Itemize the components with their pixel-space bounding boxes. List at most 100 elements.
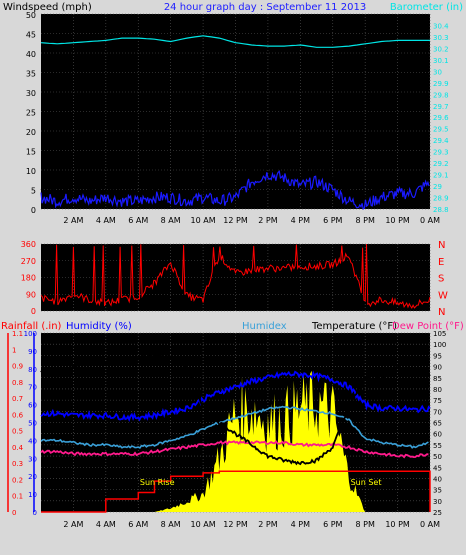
wind-y-tick-label: 0 bbox=[31, 206, 36, 215]
baro-y-tick-label: 28.9 bbox=[433, 195, 449, 203]
wind-x-tick-label: 2 PM bbox=[258, 216, 277, 225]
wind-direction-line bbox=[40, 244, 431, 310]
temp-x-tick-label: 2 AM bbox=[63, 520, 83, 529]
humidity-y-tick-label: 60 bbox=[28, 402, 37, 410]
wind-x-tick-label: 10 PM bbox=[385, 216, 410, 225]
temperature-line bbox=[40, 352, 431, 466]
temp-y-tick-label: 40 bbox=[433, 475, 442, 483]
humidity-y-tick-label: 10 bbox=[28, 491, 37, 499]
baro-y-tick-label: 29.6 bbox=[433, 114, 449, 122]
baro-y-tick-label: 29.8 bbox=[433, 91, 449, 99]
chart-title: 24 hour graph day : September 11 2013 bbox=[164, 2, 366, 13]
temp-y-tick-label: 85 bbox=[433, 375, 442, 383]
wind-y-tick-label: 20 bbox=[26, 128, 36, 137]
wind-y-tick-label: 25 bbox=[26, 109, 36, 118]
compass-label: W bbox=[438, 290, 448, 301]
baro-y-tick-label: 28.8 bbox=[433, 206, 449, 214]
compass-label: E bbox=[438, 257, 444, 268]
baro-y-tick-label: 30 bbox=[433, 68, 442, 76]
temp-y-tick-label: 30 bbox=[433, 498, 442, 506]
temp-x-tick-label: 10 PM bbox=[385, 520, 410, 529]
wind-x-tick-label: 12 PM bbox=[223, 216, 248, 225]
temp-y-tick-label: 25 bbox=[433, 509, 442, 517]
humidity-y-tick-label: 50 bbox=[28, 420, 37, 428]
wind-x-tick-label: 8 PM bbox=[355, 216, 374, 225]
baro-y-tick-label: 29.1 bbox=[433, 172, 449, 180]
direction-y-tick-label: 270 bbox=[21, 257, 36, 266]
dewpoint-line bbox=[40, 440, 429, 459]
legend-label: Humidex bbox=[242, 321, 287, 332]
wind-x-tick-label: 4 AM bbox=[96, 216, 116, 225]
baro-y-tick-label: 29.3 bbox=[433, 149, 449, 157]
temp-y-tick-label: 90 bbox=[433, 364, 442, 372]
rainfall-line bbox=[41, 470, 431, 513]
temp-y-tick-label: 100 bbox=[433, 341, 446, 349]
compass-label: S bbox=[438, 274, 444, 285]
baro-y-tick-label: 29.4 bbox=[433, 137, 449, 145]
temp-y-tick-label: 65 bbox=[433, 420, 442, 428]
temp-x-tick-label: 12 PM bbox=[223, 520, 248, 529]
humidity-y-tick-label: 100 bbox=[24, 330, 37, 338]
temp-y-tick-label: 70 bbox=[433, 408, 442, 416]
temp-y-tick-label: 45 bbox=[433, 464, 442, 472]
wind-y-tick-label: 15 bbox=[26, 148, 36, 157]
legend-label: Rainfall (.in) bbox=[1, 321, 62, 332]
legend-label: Humidity (%) bbox=[66, 321, 132, 332]
rain-y-tick-label: 0.2 bbox=[12, 476, 23, 484]
humidity-y-tick-label: 70 bbox=[28, 384, 37, 392]
humidity-y-tick-label: 30 bbox=[28, 455, 37, 463]
rain-y-tick-label: 1 bbox=[12, 346, 16, 354]
temp-x-tick-label: 6 AM bbox=[128, 520, 148, 529]
humidex-line bbox=[40, 405, 429, 449]
rain-y-tick-label: 0.5 bbox=[12, 428, 23, 436]
wind-x-tick-label: 2 AM bbox=[63, 216, 83, 225]
wind-x-tick-label: 4 PM bbox=[291, 216, 310, 225]
rain-y-tick-label: 0.9 bbox=[12, 363, 23, 371]
baro-y-tick-label: 29.7 bbox=[433, 103, 449, 111]
rain-y-tick-label: 0.4 bbox=[12, 444, 24, 452]
rain-y-tick-label: 1.1 bbox=[12, 330, 23, 338]
wind-x-tick-label: 8 AM bbox=[161, 216, 181, 225]
sunrise-label: Sun Rise bbox=[140, 478, 175, 487]
humidity-line bbox=[40, 370, 431, 423]
legend-label: Temperature (°F) bbox=[311, 321, 397, 332]
windspeed-line bbox=[40, 154, 430, 208]
wind-x-tick-label: 10 AM bbox=[191, 216, 216, 225]
rain-y-tick-label: 0.8 bbox=[12, 379, 23, 387]
wind-x-tick-label: 0 AM bbox=[420, 216, 440, 225]
legend-label: Dew Point (°F) bbox=[392, 321, 464, 332]
direction-y-tick-label: 180 bbox=[21, 274, 36, 283]
temp-y-tick-label: 75 bbox=[433, 397, 442, 405]
temp-x-tick-label: 8 AM bbox=[161, 520, 181, 529]
baro-y-tick-label: 30.4 bbox=[433, 22, 449, 30]
baro-y-tick-label: 30.1 bbox=[433, 57, 449, 65]
baro-y-tick-label: 29.5 bbox=[433, 126, 449, 134]
temp-x-tick-label: 4 AM bbox=[96, 520, 116, 529]
direction-y-tick-label: 0 bbox=[31, 307, 36, 316]
rain-y-tick-label: 0.3 bbox=[12, 460, 23, 468]
compass-label: N bbox=[438, 240, 445, 251]
baro-y-tick-label: 30.3 bbox=[433, 34, 449, 42]
temp-x-tick-label: 4 PM bbox=[291, 520, 310, 529]
temp-x-tick-label: 0 AM bbox=[420, 520, 440, 529]
gust-line bbox=[40, 170, 430, 211]
wind-x-tick-label: 6 PM bbox=[323, 216, 342, 225]
wind-y-tick-label: 45 bbox=[26, 31, 36, 40]
temp-x-tick-label: 8 PM bbox=[355, 520, 374, 529]
rain-y-tick-label: 0.1 bbox=[12, 493, 23, 501]
direction-y-tick-label: 360 bbox=[21, 240, 36, 249]
temp-y-tick-label: 95 bbox=[433, 352, 442, 360]
temp-y-tick-label: 80 bbox=[433, 386, 442, 394]
humidity-y-tick-label: 80 bbox=[28, 366, 37, 374]
temp-x-tick-label: 2 PM bbox=[258, 520, 277, 529]
sunset-label: Sun Set bbox=[351, 478, 382, 487]
rain-y-tick-label: 0.7 bbox=[12, 395, 23, 403]
baro-y-tick-label: 29.9 bbox=[433, 80, 449, 88]
wind-y-tick-label: 30 bbox=[26, 89, 36, 98]
temp-y-tick-label: 50 bbox=[433, 453, 442, 461]
rain-y-tick-label: 0.6 bbox=[12, 411, 24, 419]
temp-y-tick-label: 105 bbox=[433, 330, 446, 338]
temp-y-tick-label: 60 bbox=[433, 431, 442, 439]
humidity-y-tick-label: 0 bbox=[33, 509, 37, 517]
